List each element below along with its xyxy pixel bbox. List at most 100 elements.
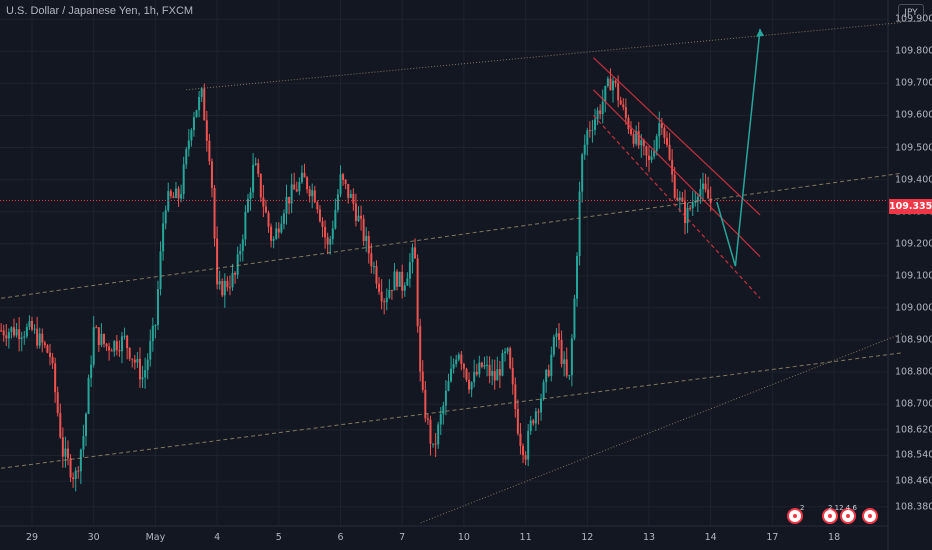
candle-body <box>74 470 77 480</box>
candle-body <box>632 134 635 144</box>
candle-body <box>300 172 303 183</box>
candle-body <box>537 411 540 413</box>
candle-body <box>691 202 694 209</box>
candle-body <box>59 413 62 438</box>
candle-body <box>288 196 291 204</box>
candle-body <box>429 419 432 444</box>
candle-body <box>56 392 59 414</box>
candle-body <box>198 96 201 111</box>
candle-body <box>396 271 399 287</box>
economic-event-icon[interactable] <box>822 508 838 524</box>
price-tick-label: 109.700 <box>895 77 932 89</box>
candle-body <box>432 443 435 445</box>
candle-body <box>642 140 645 147</box>
candle-body <box>581 154 584 192</box>
candle-body <box>313 190 316 203</box>
candle-body <box>133 359 136 363</box>
candle-body <box>624 107 627 118</box>
candle-body <box>568 375 571 377</box>
candle-body <box>126 335 129 349</box>
candle-body <box>162 223 165 252</box>
candle-body <box>686 207 689 224</box>
economic-event-icon[interactable] <box>787 508 803 524</box>
candle-body <box>254 163 257 165</box>
candle-body <box>408 262 411 279</box>
candle-body <box>496 369 499 381</box>
event-count-left: 2 <box>800 504 805 512</box>
candle-body <box>10 327 13 333</box>
candle-body <box>141 377 144 380</box>
candle-body <box>550 354 553 376</box>
candle-body <box>285 196 288 214</box>
candle-body <box>658 123 661 137</box>
candle-body <box>308 189 311 197</box>
candle-body <box>588 130 591 132</box>
trend-line <box>1 172 903 299</box>
candle-body <box>36 328 39 346</box>
candle-body <box>69 458 72 478</box>
economic-event-icon[interactable] <box>862 508 878 524</box>
candle-body <box>570 338 573 376</box>
candle-body <box>403 285 406 291</box>
time-tick-label: 13 <box>642 532 656 543</box>
candle-body <box>683 201 686 224</box>
candle-body <box>249 192 252 199</box>
candle-body <box>627 117 630 130</box>
candle-body <box>614 80 617 84</box>
candle-body <box>547 369 550 376</box>
candle-body <box>210 161 213 188</box>
candle-body <box>648 155 650 161</box>
candle-body <box>619 100 622 105</box>
price-tick-label: 108.380 <box>895 501 932 513</box>
time-tick-label: 11 <box>519 532 532 543</box>
candle-body <box>208 140 211 162</box>
candle-body <box>681 197 684 202</box>
candle-body <box>270 226 273 241</box>
candle-body <box>473 371 476 383</box>
candle-body <box>231 272 234 288</box>
candle-body <box>426 418 429 420</box>
currency-button[interactable]: JPY <box>898 4 924 22</box>
candle-body <box>660 123 663 128</box>
candle-body <box>298 182 301 192</box>
candle-body <box>383 301 386 303</box>
candle-body <box>475 371 478 375</box>
time-tick-label: 17 <box>766 532 779 543</box>
channel-line <box>593 89 761 258</box>
candle-body <box>195 110 198 118</box>
candle-body <box>169 191 172 197</box>
candle-body <box>645 146 648 156</box>
candle-body <box>144 370 147 378</box>
candle-body <box>442 405 445 415</box>
candle-body <box>630 129 633 135</box>
candle-body <box>61 437 64 457</box>
candle-body <box>434 443 437 445</box>
candle-body <box>177 188 180 199</box>
candle-body <box>282 213 285 224</box>
price-tick-label: 108.460 <box>895 475 932 487</box>
candle-body <box>545 369 548 383</box>
candle-body <box>349 193 352 198</box>
candle-body <box>696 196 699 201</box>
candle-body <box>676 197 679 201</box>
projection-arrow <box>716 28 761 267</box>
candle-body <box>100 334 103 346</box>
candle-body <box>372 266 375 268</box>
symbol-title: U.S. Dollar / Japanese Yen, 1h, FXCM <box>6 5 194 17</box>
economic-event-icon[interactable] <box>840 508 856 524</box>
candle-body <box>709 198 712 203</box>
time-tick-label: 10 <box>457 532 470 543</box>
candle-body <box>388 289 391 298</box>
candle-body <box>516 408 519 434</box>
price-tick-label: 109.900 <box>895 13 932 25</box>
candle-body <box>303 172 306 178</box>
candle-body <box>113 341 116 352</box>
candle-body <box>483 365 486 367</box>
candle-body <box>640 140 643 146</box>
candle-body <box>15 329 18 336</box>
candle-body <box>663 127 666 138</box>
candle-body <box>46 345 49 353</box>
candle-body <box>0 330 3 332</box>
candle-body <box>357 215 360 221</box>
